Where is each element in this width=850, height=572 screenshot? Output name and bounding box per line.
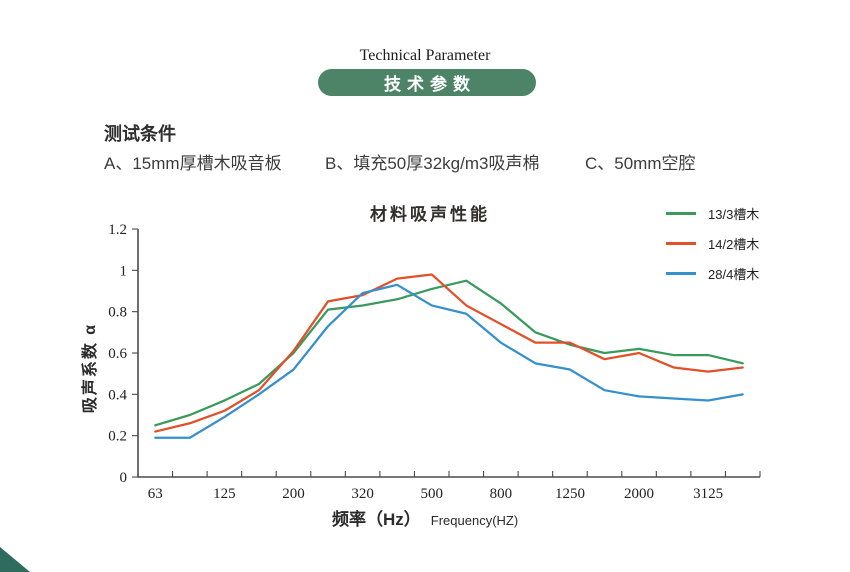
test-conditions-row: A、15mm厚槽木吸音板 B、填充50厚32kg/m3吸声棉 C、50mm空腔	[104, 149, 824, 173]
x-tick-label: 320	[351, 486, 374, 502]
legend-item: 28/4槽木	[666, 264, 759, 283]
legend-label: 14/2槽木	[708, 237, 760, 252]
section-title-badge: 技术参数	[318, 69, 536, 96]
x-axis-label-en: Frequency(HZ)	[430, 513, 519, 528]
y-tick-label: 0.6	[108, 346, 127, 362]
section-title-en: Technical Parameter	[359, 47, 491, 64]
corner-decoration	[0, 547, 30, 572]
legend-label: 28/4槽木	[708, 267, 760, 282]
legend-line-icon	[666, 272, 696, 275]
series-line-14/2槽木	[154, 273, 744, 433]
chart-title: 材料吸声性能	[370, 205, 490, 224]
y-tick-label: 0.2	[108, 429, 127, 445]
y-tick-label: 0.4	[108, 387, 127, 403]
series-line-28/4槽木	[154, 283, 744, 439]
x-tick-label: 3125	[693, 486, 723, 502]
series-line-13/3槽木	[154, 279, 744, 427]
chart-canvas: 0 0.2 0.4 0.6 0.8 1 1.2 63 125 200 320 500 800 1250 20…	[108, 222, 761, 502]
x-tick-label: 500	[420, 486, 443, 502]
chart-legend: 13/3槽木 14/2槽木 28/4槽木	[666, 204, 759, 294]
condition-b: B、填充50厚32kg/m3吸声棉	[325, 154, 540, 173]
legend-line-icon	[666, 212, 696, 215]
x-tick-label: 63	[148, 486, 163, 502]
x-tick-label: 1250	[555, 486, 585, 502]
legend-item: 13/3槽木	[666, 204, 759, 223]
legend-line-icon	[666, 242, 696, 245]
y-tick-label: 1	[120, 263, 128, 279]
x-tick-label: 200	[282, 486, 305, 502]
x-axis-label-zh: 频率（Hz）	[332, 510, 421, 529]
legend-item: 14/2槽木	[666, 234, 759, 253]
x-tick-label: 125	[213, 486, 236, 502]
section-title-zh: 技术参数	[384, 75, 476, 94]
legend-label: 13/3槽木	[708, 207, 760, 222]
y-tick-label: 1.2	[108, 222, 127, 238]
test-conditions-heading: 测试条件	[104, 124, 176, 144]
condition-c: C、50mm空腔	[585, 154, 696, 173]
x-tick-label: 800	[490, 486, 513, 502]
x-tick-label: 2000	[624, 486, 654, 502]
absorption-chart: 0 0.2 0.4 0.6 0.8 1 1.2 63 125 200 320 500 800 1250 20…	[60, 192, 800, 552]
condition-a: A、15mm厚槽木吸音板	[104, 154, 282, 173]
y-tick-label: 0	[120, 470, 128, 486]
x-axis-label: 频率（Hz） Frequency(HZ)	[332, 505, 518, 530]
y-axis-label: 吸声系数 α	[82, 322, 99, 414]
y-tick-label: 0.8	[108, 305, 127, 321]
